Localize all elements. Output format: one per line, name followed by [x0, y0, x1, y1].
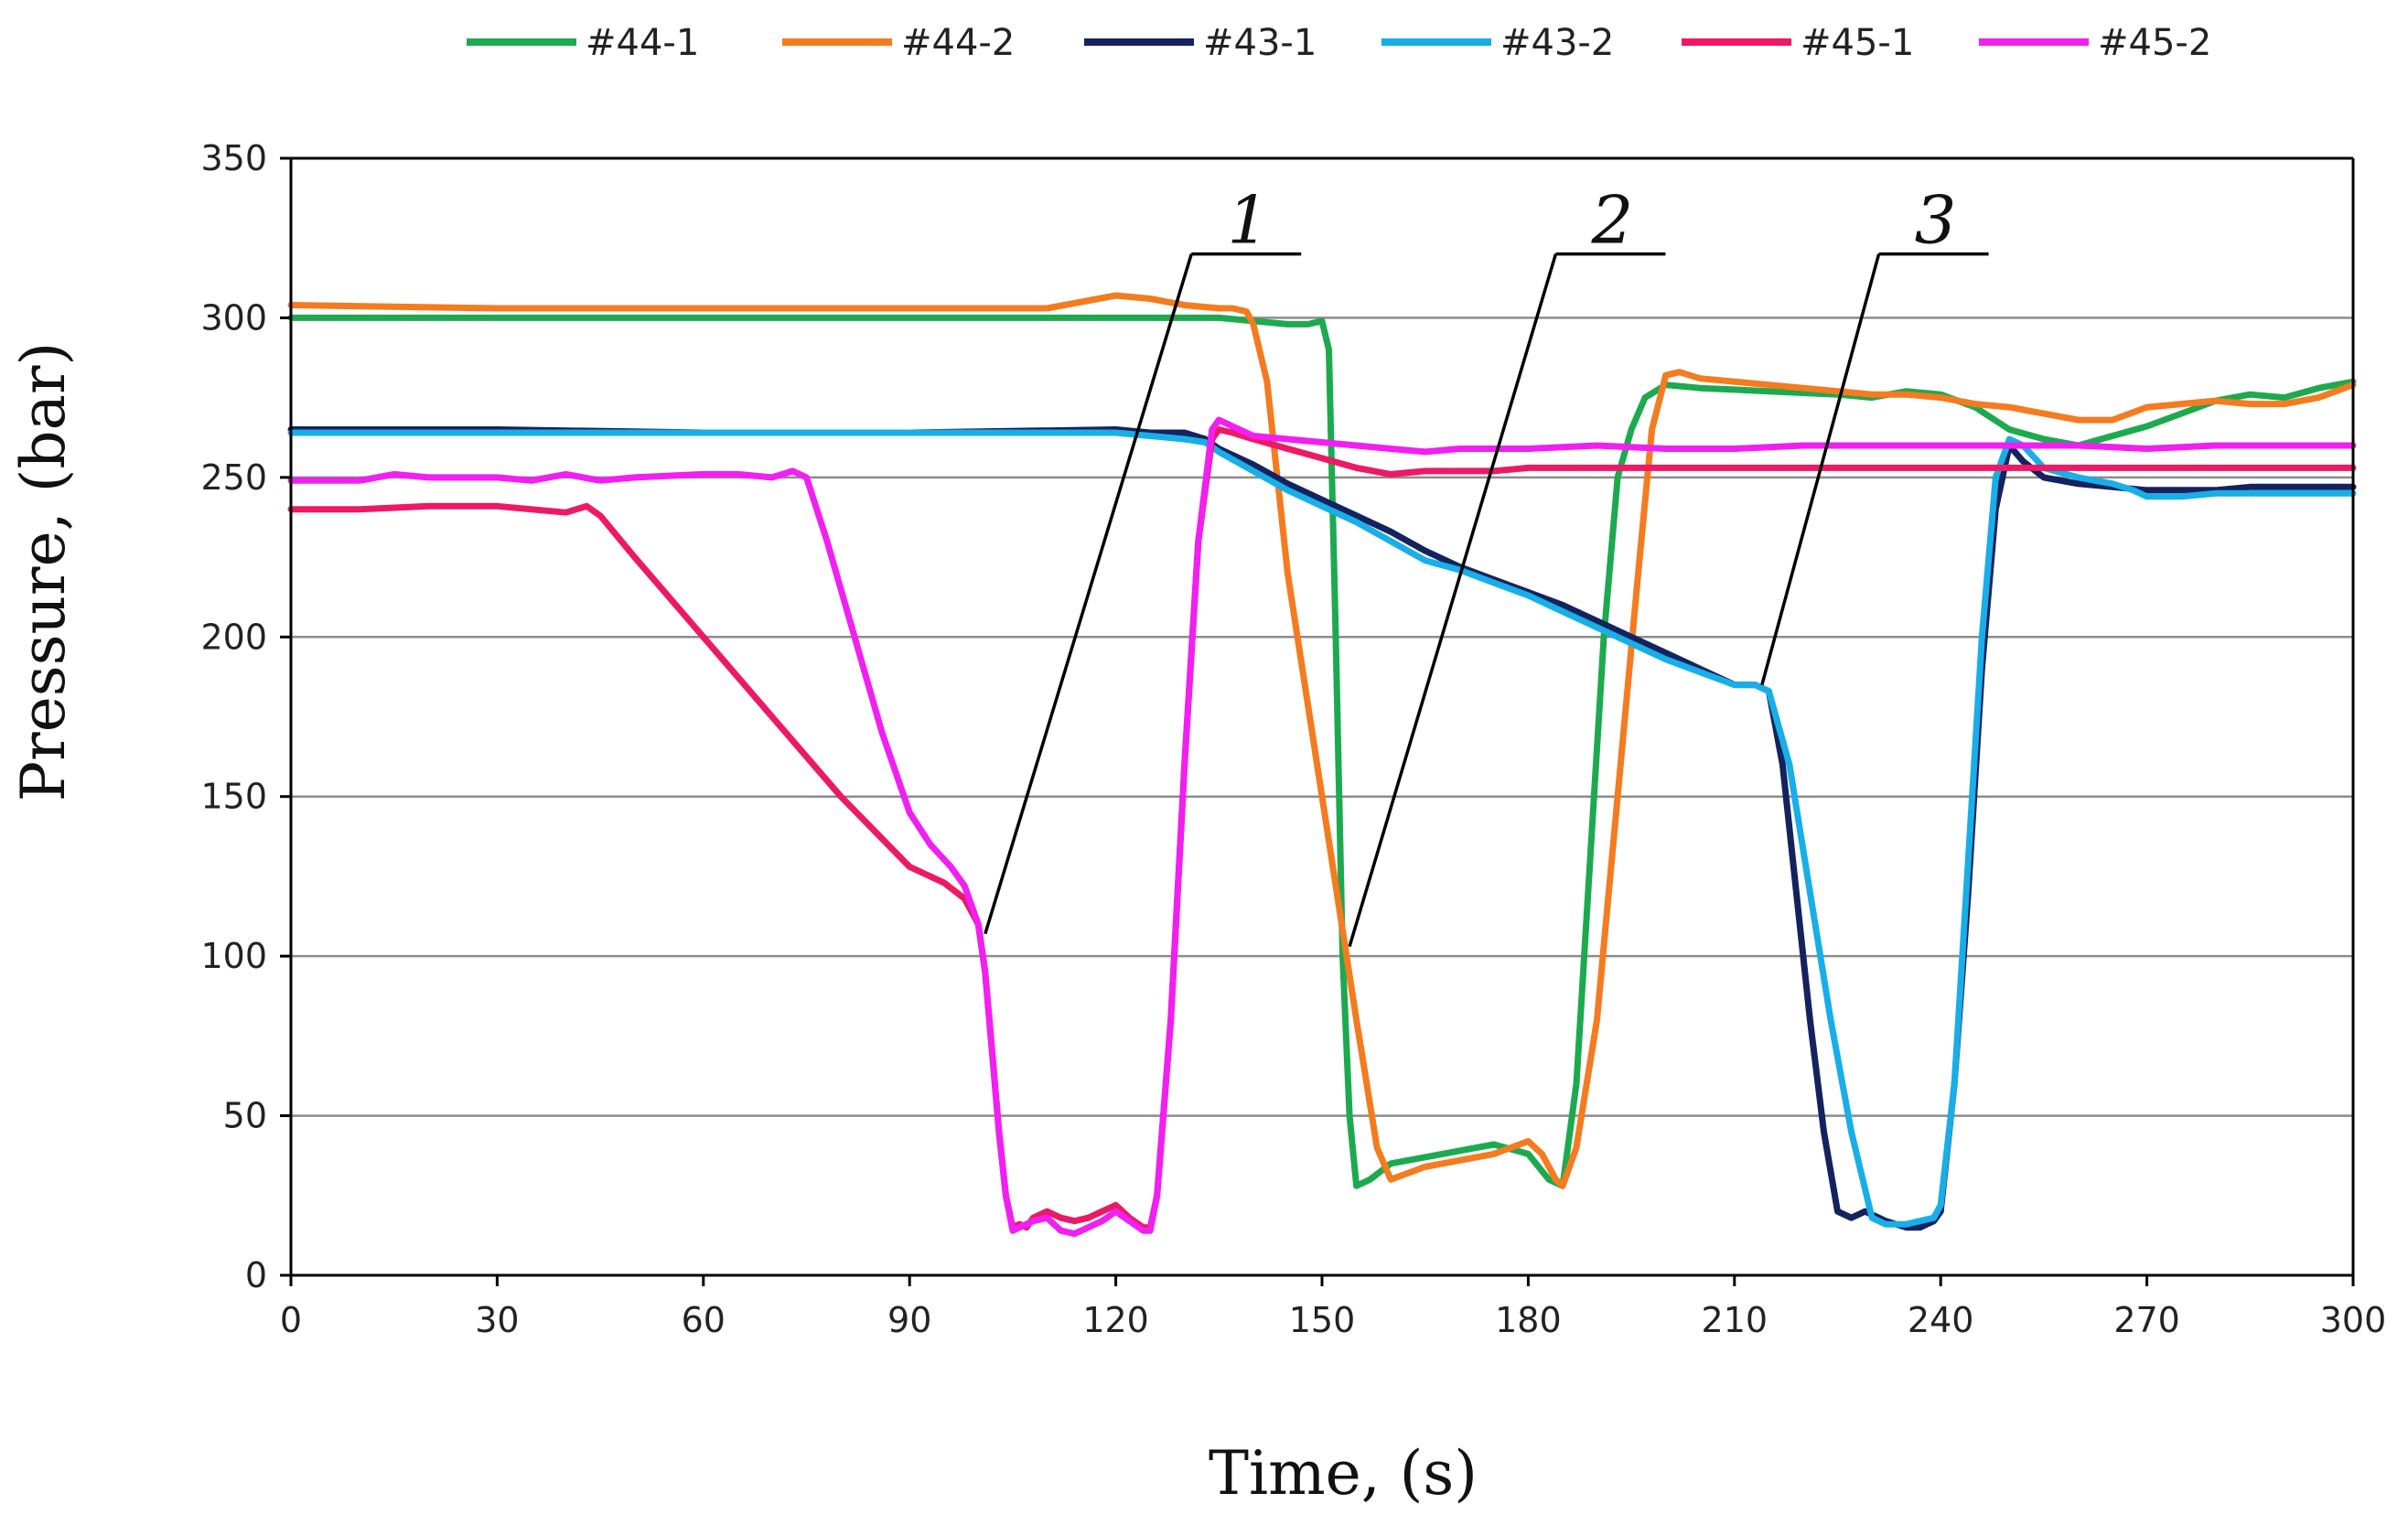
x-tick-label-120: 120: [1082, 1300, 1149, 1340]
series-layer: [287, 292, 2357, 1238]
x-tick-label-270: 270: [2113, 1300, 2180, 1340]
y-tick-label-200: 200: [200, 617, 267, 657]
legend-item-43-1: #43-1: [1084, 22, 1317, 64]
x-tick-label-90: 90: [887, 1300, 931, 1340]
series-line-43-2: [287, 429, 2357, 1228]
y-tick-label-150: 150: [200, 777, 267, 817]
y-tick-label-0: 0: [245, 1255, 267, 1295]
y-tick-label-250: 250: [200, 457, 267, 498]
legend-label-45-2: #45-2: [2098, 22, 2211, 64]
series-line-45-1: [287, 426, 2357, 1231]
x-tick-label-150: 150: [1289, 1300, 1356, 1340]
x-axis-title: Time, (s): [1209, 1438, 1478, 1509]
y-axis-title: Pressure, (bar): [8, 342, 79, 801]
x-tick-label-60: 60: [682, 1300, 726, 1340]
x-tick-label-210: 210: [1702, 1300, 1768, 1340]
legend-item-44-2: #44-2: [782, 22, 1015, 64]
callout-leader-2: [1348, 253, 1558, 948]
grid-layer: [291, 156, 2353, 1117]
x-tick-label-0: 0: [280, 1300, 302, 1340]
x-tick-label-180: 180: [1495, 1300, 1562, 1340]
legend-label-44-1: #44-1: [586, 22, 699, 64]
x-tick-label-240: 240: [1908, 1300, 1974, 1340]
callout-label-3: 3: [1915, 182, 1957, 259]
legend-label-43-1: #43-1: [1203, 22, 1317, 64]
callout-label-2: 2: [1591, 182, 1634, 259]
legend-label-43-2: #43-2: [1500, 22, 1614, 64]
callout-layer: 1 2 3: [984, 182, 1989, 948]
x-tick-label-300: 300: [2320, 1300, 2387, 1340]
legend-label-44-2: #44-2: [901, 22, 1015, 64]
y-tick-label-100: 100: [200, 936, 267, 976]
legend-item-43-2: #43-2: [1381, 22, 1614, 64]
axis-layer: 0 50 100 150 200 250 300 350 0 30 60 90 120 150 180 210…: [200, 138, 2386, 1340]
callout-label-1: 1: [1227, 182, 1269, 259]
legend-item-44-1: #44-1: [467, 22, 699, 64]
series-line-44-2: [287, 292, 2357, 1189]
x-tick-label-30: 30: [475, 1300, 519, 1340]
series-line-43-1: [287, 426, 2357, 1231]
legend-item-45-1: #45-1: [1682, 22, 1914, 64]
legend-label-45-1: #45-1: [1801, 22, 1914, 64]
y-tick-label-50: 50: [223, 1096, 267, 1136]
callout-leader-3: [1760, 253, 1881, 686]
callout-leader-1: [984, 253, 1193, 935]
series-line-45-2: [287, 416, 2357, 1238]
y-tick-label-350: 350: [200, 138, 267, 178]
y-tick-label-300: 300: [200, 297, 267, 338]
legend: #44-1 #44-2 #43-1 #43-2 #45-1 #45-2: [467, 22, 2211, 64]
legend-item-45-2: #45-2: [1979, 22, 2211, 64]
